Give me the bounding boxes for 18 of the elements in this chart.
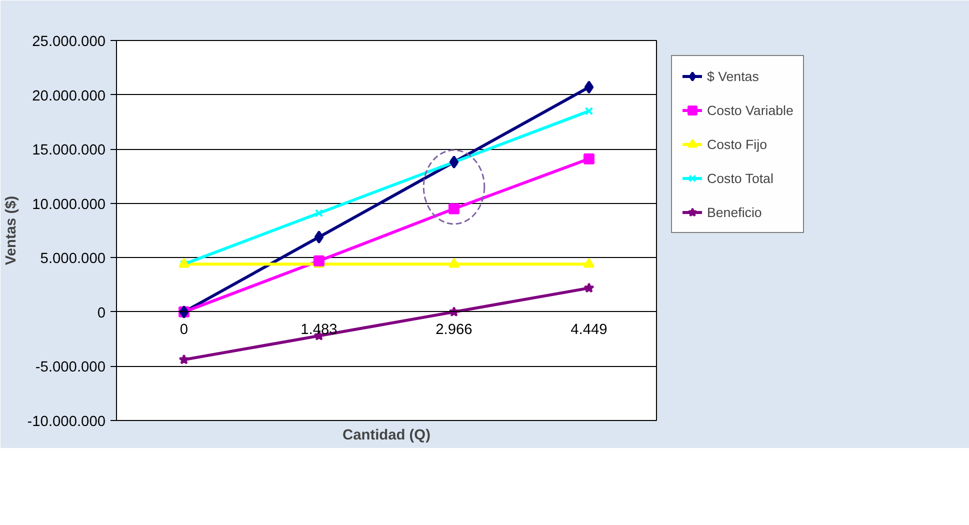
- x-axis-title: Cantidad (Q): [342, 428, 431, 444]
- legend-label: $ Ventas: [707, 68, 759, 84]
- y-tick-label: -10.000.000: [27, 414, 106, 430]
- legend-label: Costo Fijo: [707, 136, 767, 152]
- y-axis-title: Ventas ($): [3, 196, 20, 266]
- y-tick-label: 25.000.000: [32, 34, 106, 50]
- x-tick-label: 2.966: [436, 322, 472, 338]
- y-tick-label: 15.000.000: [32, 142, 106, 159]
- y-tick-label: 0: [97, 305, 106, 322]
- legend-label: Costo Variable: [707, 102, 794, 118]
- y-tick-label: 5.000.000: [40, 251, 106, 268]
- x-tick-label: 0: [180, 322, 188, 338]
- y-tick-label: 20.000.000: [32, 88, 106, 104]
- legend-label: Beneficio: [707, 204, 762, 220]
- legend-label: Costo Total: [707, 170, 774, 186]
- y-tick-label: -5.000.000: [35, 360, 106, 376]
- y-tick-label: 10.000.000: [32, 196, 106, 213]
- x-tick-label: 4.449: [570, 322, 608, 338]
